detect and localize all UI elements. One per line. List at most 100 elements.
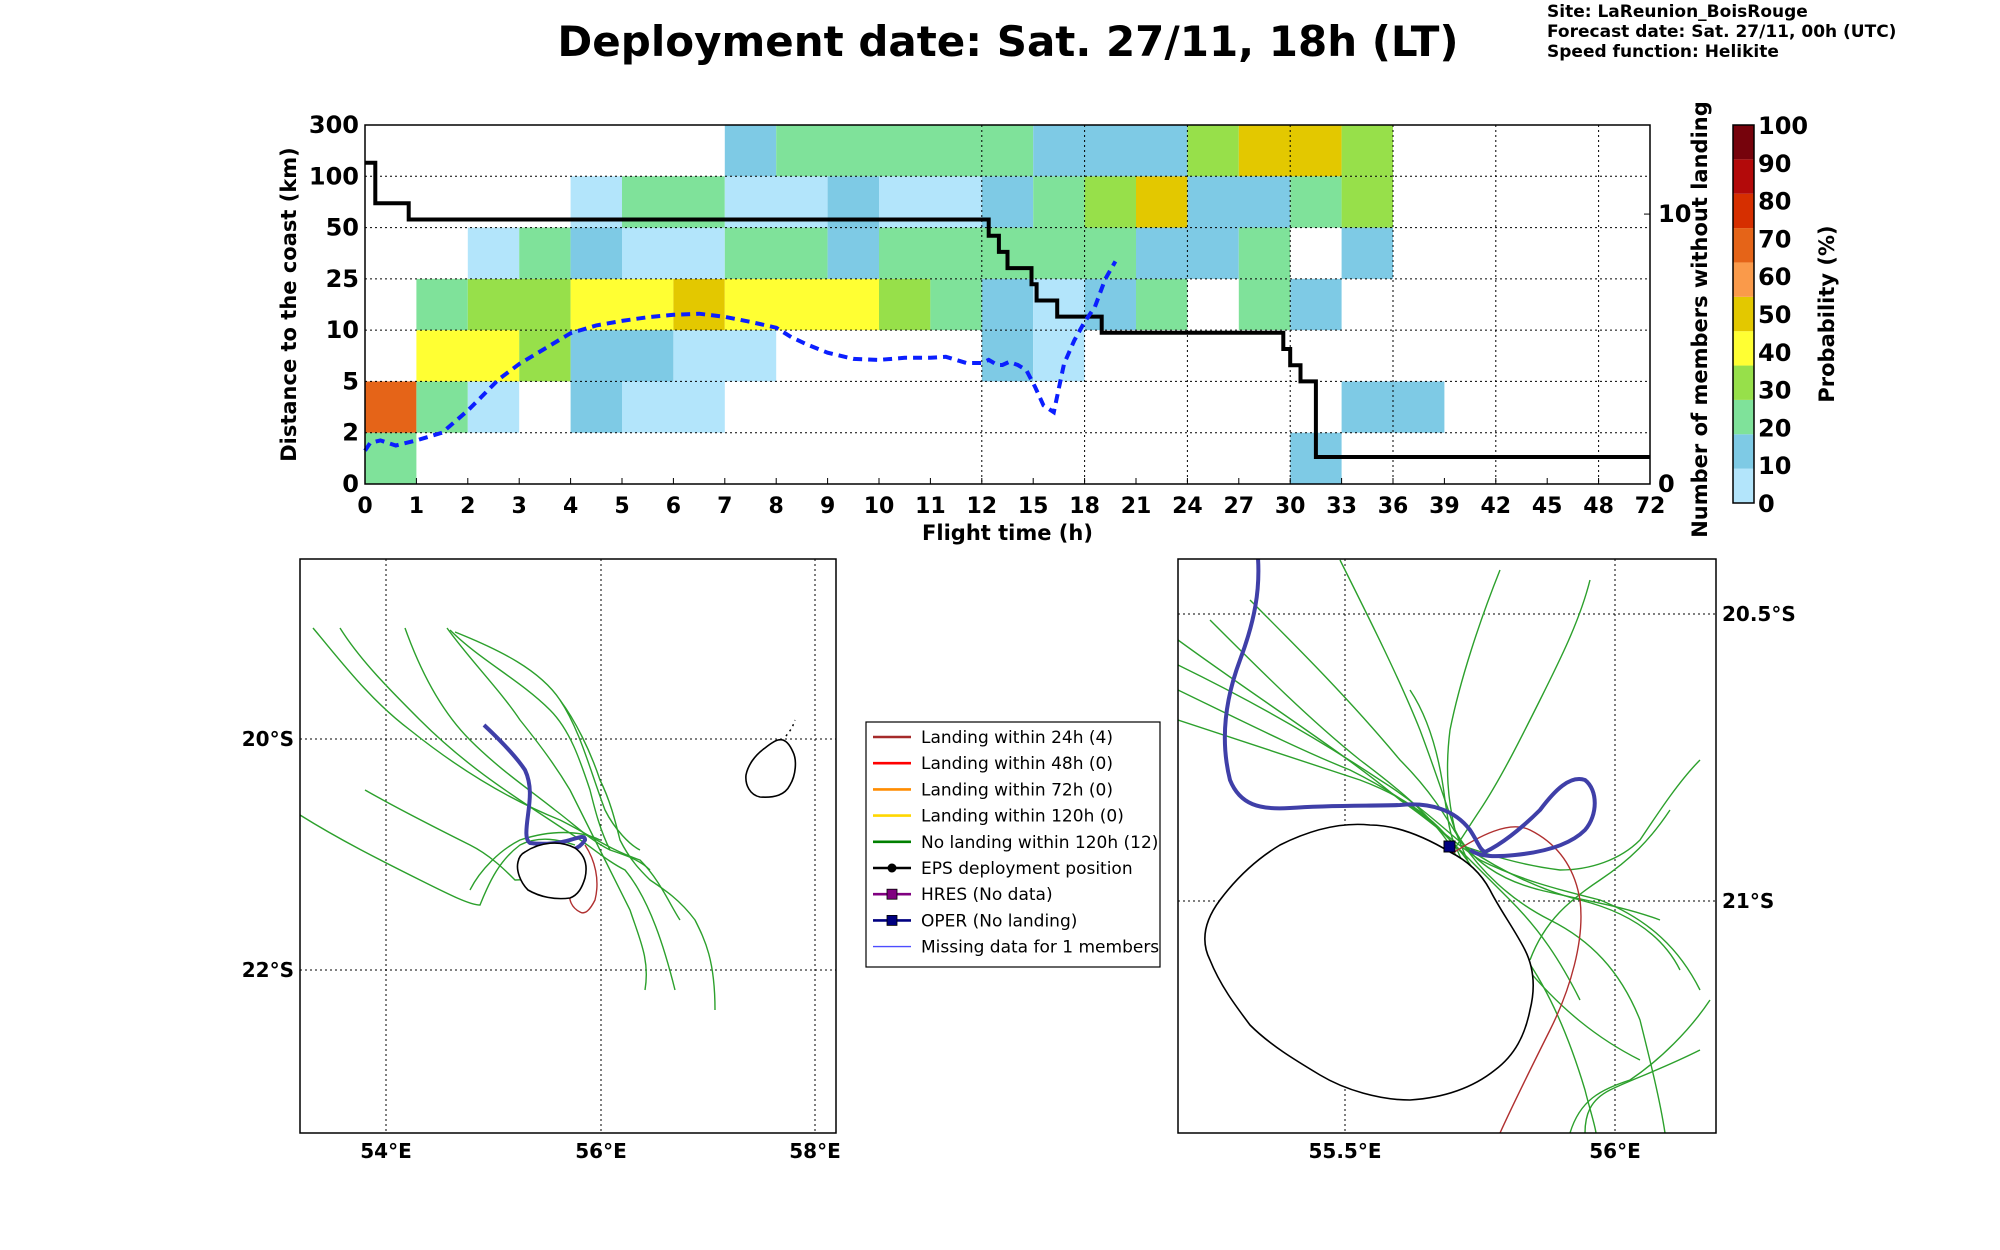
lat-label: 22°S [242, 958, 294, 982]
y-tick-label: 10 [326, 316, 359, 344]
y2-tick-label: 0 [1658, 470, 1675, 498]
member-track [339, 627, 676, 991]
y-tick-label: 300 [309, 111, 359, 139]
heatmap-cell [365, 381, 417, 433]
heatmap-cell [879, 278, 931, 331]
heatmap-cell [1238, 227, 1291, 279]
colorbar-tick-labels: 0 10 20 30 40 50 60 70 80 90 100 [1758, 112, 1808, 518]
heatmap-cell [416, 278, 468, 331]
oper-track [482, 723, 588, 852]
legend-label: HRES (No data) [921, 885, 1053, 905]
legend-frame [865, 721, 1161, 968]
island-dots [785, 719, 796, 737]
x-axis-label: Flight time (h) [922, 521, 1093, 545]
x-tick-label: 7 [717, 494, 732, 519]
heatmap-cell [570, 381, 622, 433]
figure-title: Deployment date: Sat. 27/11, 18h (LT) [557, 17, 1458, 66]
heatmap-cells [365, 125, 1445, 484]
member-track [404, 627, 651, 871]
heatmap-cell [930, 278, 982, 331]
x-tick-labels: 0 1 2 3 4 5 6 7 8 9 10 11 12 15 18 21 24 27 30 33 36 39 42 45 48… [357, 478, 1665, 519]
heatmap-cell [1290, 278, 1342, 331]
legend-label: No landing within 120h (12) [921, 833, 1158, 853]
lon-label: 54°E [360, 1139, 412, 1163]
x-tick-label: 8 [769, 494, 784, 519]
heatmap-cell [622, 381, 725, 433]
colorbar-block [1733, 159, 1754, 194]
member-track [1584, 1049, 1701, 1133]
heatmap-cell [570, 227, 622, 279]
heatmap-frame [364, 124, 1651, 485]
legend-label: OPER (No landing) [921, 911, 1077, 931]
heatmap-cell [673, 330, 777, 382]
heatmap-lines [363, 160, 1650, 459]
colorbar-tick-label: 90 [1758, 150, 1791, 178]
overview-map-frame [299, 558, 837, 1134]
landing-24h-track [568, 844, 598, 914]
heatmap-cell [519, 227, 571, 279]
legend-label: Landing within 48h (0) [921, 754, 1113, 774]
heatmap-cell [467, 227, 520, 279]
site-label: Site: LaReunion_BoisRouge [1547, 2, 1808, 22]
y-tick-label: 5 [342, 367, 359, 395]
colorbar-tick-label: 40 [1758, 339, 1791, 367]
legend: Landing within 24h (4) Landing within 48h… [865, 721, 1161, 968]
zoom-lon-labels: 55.5°E 56°E [1308, 1139, 1640, 1163]
reunion-coastline [516, 842, 587, 900]
legend-label: Landing within 120h (0) [921, 807, 1124, 827]
colorbar-tick-label: 10 [1758, 452, 1791, 480]
heatmap-cell [827, 227, 879, 279]
colorbar-tick-label: 100 [1758, 112, 1808, 140]
legend-label: Missing data for 1 members [921, 938, 1159, 958]
heatmap-cell [1084, 176, 1136, 228]
member-tracks [300, 627, 716, 1011]
y-tick-label: 0 [342, 470, 359, 498]
heatmap-cell [981, 330, 1034, 382]
overview-map: 54°E 56°E 58°E 20°S 22°S [242, 558, 841, 1163]
heatmap-cell [1033, 176, 1085, 228]
heatmap-cell [1187, 176, 1291, 228]
colorbar-label: Probability (%) [1815, 225, 1839, 402]
lat-label: 21°S [1722, 889, 1774, 913]
heatmap-cell [1341, 381, 1445, 433]
heatmap-cell [622, 227, 725, 279]
colorbar-blocks [1733, 125, 1754, 503]
y2-axis-label: Number of members without landing [1688, 101, 1712, 538]
heatmap-cell [724, 278, 879, 331]
y-tick-label: 50 [326, 214, 359, 242]
x-tick-label: 6 [666, 494, 681, 519]
colorbar-tick-label: 70 [1758, 225, 1791, 253]
legend-marker [886, 915, 898, 926]
x-tick-label: 10 [864, 494, 895, 519]
x-tick-label: 12 [966, 494, 997, 519]
colorbar: 0 10 20 30 40 50 60 70 80 90 100 Probability (%) [1732, 112, 1839, 518]
heatmap-cell [724, 227, 828, 279]
overview-map-gridlines [300, 559, 836, 1133]
y-tick-label: 100 [309, 162, 359, 190]
y-tick-label: 2 [342, 419, 359, 447]
oper-distance-line [363, 260, 1118, 452]
heatmap-cell [724, 125, 777, 177]
landing-24h-track [1449, 826, 1582, 1133]
oper-track [1222, 559, 1597, 859]
lon-label: 58°E [789, 1139, 841, 1163]
legend-marker [886, 888, 898, 900]
zoom-member-tracks [1178, 559, 1711, 1133]
x-tick-label: 9 [820, 494, 835, 519]
members-without-landing-line [365, 160, 1650, 459]
zoom-map-frame [1177, 558, 1717, 1134]
x-tick-label: 4 [563, 494, 578, 519]
heatmap-cell [570, 330, 674, 382]
y-tick-label: 25 [326, 265, 359, 293]
heatmap-cell [1033, 330, 1085, 382]
colorbar-tick-label: 50 [1758, 301, 1791, 329]
heatmap-cell [981, 278, 1034, 331]
member-track [1446, 569, 1661, 921]
member-track [446, 627, 648, 991]
member-track [1569, 999, 1711, 1133]
heatmap-cell [1238, 278, 1291, 331]
heatmap-cell [1290, 176, 1342, 228]
speed-label: Speed function: Helikite [1547, 42, 1779, 62]
